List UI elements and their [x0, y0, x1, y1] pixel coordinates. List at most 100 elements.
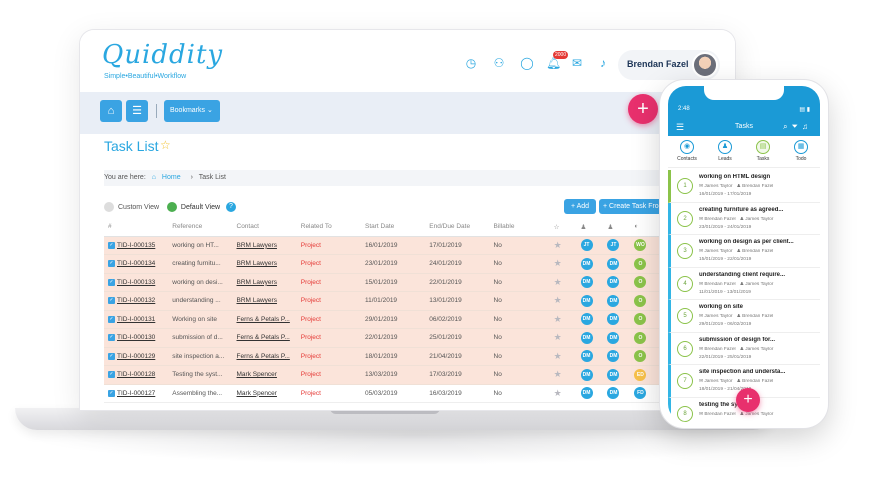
contact-link[interactable]: BRM Lawyers — [236, 278, 277, 286]
checkbox-icon[interactable]: ✓ — [108, 352, 115, 360]
task-id-link[interactable]: TID-I-000127 — [117, 389, 156, 397]
list-item[interactable]: 4 understanding client require... ✉ Brenda… — [668, 267, 820, 300]
checkbox-icon[interactable]: ✓ — [108, 260, 115, 268]
users-chat-icon[interactable]: ⚇ — [493, 56, 505, 70]
star-icon[interactable]: ★ — [553, 239, 562, 250]
bell-icon[interactable]: 🔔︎ 2000 — [546, 51, 569, 70]
star-cell[interactable]: ★ — [549, 254, 577, 274]
list-item[interactable]: 3 working on design as per client... ✉ Jam… — [668, 235, 820, 268]
col-header[interactable]: # — [104, 218, 169, 237]
row-id-cell[interactable]: ✓ TID-I-000130 — [104, 328, 169, 348]
col-header[interactable]: ☆ — [549, 218, 577, 237]
col-header[interactable]: Contact — [232, 218, 297, 237]
table-row[interactable]: ✓ TID-I-000129 site inspection a... Ferns &… — [104, 347, 674, 366]
row-id-cell[interactable]: ✓ TID-I-000133 — [104, 273, 169, 292]
contact-link[interactable]: Ferns & Petals P... — [236, 334, 290, 342]
checkbox-icon[interactable]: ✓ — [108, 297, 115, 305]
contact-cell[interactable]: Ferns & Petals P... — [232, 328, 297, 348]
task-id-link[interactable]: TID-I-000130 — [117, 334, 156, 342]
row-id-cell[interactable]: ✓ TID-I-000132 — [104, 291, 169, 311]
star-icon[interactable]: ★ — [553, 276, 562, 287]
table-row[interactable]: ✓ TID-I-000134 creating furnitu... BRM Lawy… — [104, 254, 674, 274]
table-row[interactable]: ✓ TID-I-000128 Testing the syst... Mark Spe… — [104, 365, 674, 385]
star-cell[interactable]: ★ — [549, 310, 577, 329]
row-id-cell[interactable]: ✓ TID-I-000134 — [104, 254, 169, 274]
row-id-cell[interactable]: ✓ TID-I-000128 — [104, 365, 169, 385]
list-item[interactable]: 2 creating furniture as agreed... ✉ Brenda… — [668, 202, 820, 235]
microphone-icon[interactable]: ♪ — [600, 56, 606, 70]
star-cell[interactable]: ★ — [549, 328, 577, 348]
checkbox-icon[interactable]: ✓ — [108, 241, 115, 249]
row-id-cell[interactable]: ✓ TID-I-000135 — [104, 236, 169, 255]
filter-icon[interactable]: ⏷ — [791, 122, 802, 131]
chat-icon[interactable]: ◯ — [520, 56, 534, 70]
table-row[interactable]: ✓ TID-I-000135 working on HT... BRM Lawyers… — [104, 236, 674, 255]
star-cell[interactable]: ★ — [549, 384, 577, 403]
contact-cell[interactable]: BRM Lawyers — [232, 273, 297, 292]
breadcrumb-home[interactable]: ⌂ Home — [152, 174, 185, 181]
custom-view-radio[interactable] — [104, 202, 114, 212]
star-cell[interactable]: ★ — [549, 273, 577, 292]
contact-link[interactable]: Mark Spencer — [236, 389, 277, 397]
checkbox-icon[interactable]: ✓ — [108, 334, 115, 342]
contact-link[interactable]: Ferns & Petals P... — [236, 352, 290, 360]
col-header[interactable]: ♟ — [576, 218, 604, 237]
col-header[interactable]: ◐ — [630, 218, 656, 237]
add-fab-button[interactable]: + — [628, 94, 658, 124]
help-icon[interactable]: ? — [225, 202, 236, 212]
row-id-cell[interactable]: ✓ TID-I-000131 — [104, 310, 169, 329]
tab-contacts[interactable]: ◉ Contacts — [668, 140, 706, 162]
task-id-link[interactable]: TID-I-000133 — [117, 278, 156, 286]
star-icon[interactable]: ★ — [553, 313, 562, 324]
contact-cell[interactable]: Mark Spencer — [232, 365, 297, 385]
list-item[interactable]: 8 testing the system ✉ Brendan Fazel ♟ Jam… — [668, 397, 820, 422]
table-row[interactable]: ✓ TID-I-000131 Working on site Ferns & Peta… — [104, 310, 674, 329]
favorite-star-icon[interactable]: ☆ — [160, 138, 171, 152]
star-icon[interactable]: ★ — [553, 387, 562, 398]
task-id-link[interactable]: TID-I-000131 — [117, 315, 156, 323]
task-id-link[interactable]: TID-I-000128 — [117, 371, 156, 379]
col-header[interactable]: Reference — [168, 218, 233, 237]
grid-button[interactable]: ☰ — [126, 100, 148, 122]
star-icon[interactable]: ★ — [553, 369, 562, 380]
star-cell[interactable]: ★ — [549, 291, 577, 311]
home-button[interactable]: ⌂ — [100, 100, 122, 122]
mail-icon[interactable]: ✉ — [571, 56, 583, 70]
col-header[interactable]: Billable — [489, 218, 550, 237]
tab-todo[interactable]: ▦ Todo — [782, 140, 820, 162]
col-header[interactable]: Start Date — [361, 218, 426, 237]
star-cell[interactable]: ★ — [549, 236, 577, 255]
table-row[interactable]: ✓ TID-I-000127 Assembling the... Mark Spenc… — [104, 384, 674, 403]
star-icon[interactable]: ★ — [553, 295, 562, 306]
bell-icon[interactable]: ♫ — [802, 122, 812, 131]
contact-cell[interactable]: Ferns & Petals P... — [232, 347, 297, 366]
user-menu[interactable]: Brendan Fazel — [618, 50, 720, 80]
menu-icon[interactable]: ☰ — [676, 122, 685, 132]
star-icon[interactable]: ★ — [553, 332, 562, 343]
contact-cell[interactable]: BRM Lawyers — [232, 236, 297, 255]
bookmarks-button[interactable]: Bookmarks ⌄ — [164, 100, 220, 122]
list-item[interactable]: 5 working on site ✉ James Taylor ♟ Brendan… — [668, 300, 820, 333]
contact-cell[interactable]: Mark Spencer — [232, 384, 297, 403]
table-row[interactable]: ✓ TID-I-000133 working on desi... BRM Lawye… — [104, 273, 674, 292]
col-header[interactable]: ♟ — [603, 218, 631, 237]
col-header[interactable]: Related To — [296, 218, 361, 237]
contact-cell[interactable]: Ferns & Petals P... — [232, 310, 297, 329]
checkbox-icon[interactable]: ✓ — [108, 371, 115, 379]
star-cell[interactable]: ★ — [549, 365, 577, 385]
star-icon[interactable]: ★ — [553, 350, 562, 361]
contact-link[interactable]: BRM Lawyers — [236, 297, 277, 305]
phone-header-actions[interactable]: ⌕⏷♫ — [783, 122, 812, 132]
table-row[interactable]: ✓ TID-I-000130 submission of d... Ferns & P… — [104, 328, 674, 348]
contact-cell[interactable]: BRM Lawyers — [232, 254, 297, 274]
contact-link[interactable]: BRM Lawyers — [236, 241, 277, 249]
phone-add-fab-button[interactable]: + — [736, 388, 760, 412]
table-row[interactable]: ✓ TID-I-000132 understanding ... BRM Lawyer… — [104, 291, 674, 311]
contact-cell[interactable]: BRM Lawyers — [232, 291, 297, 311]
app-logo[interactable]: Quiddity — [102, 40, 224, 70]
checkbox-icon[interactable]: ✓ — [108, 278, 115, 286]
tab-leads[interactable]: ♟ Leads — [706, 140, 744, 162]
checkbox-icon[interactable]: ✓ — [108, 315, 115, 323]
star-cell[interactable]: ★ — [549, 347, 577, 366]
create-task-button[interactable]: + Create Task Fro — [599, 199, 669, 214]
